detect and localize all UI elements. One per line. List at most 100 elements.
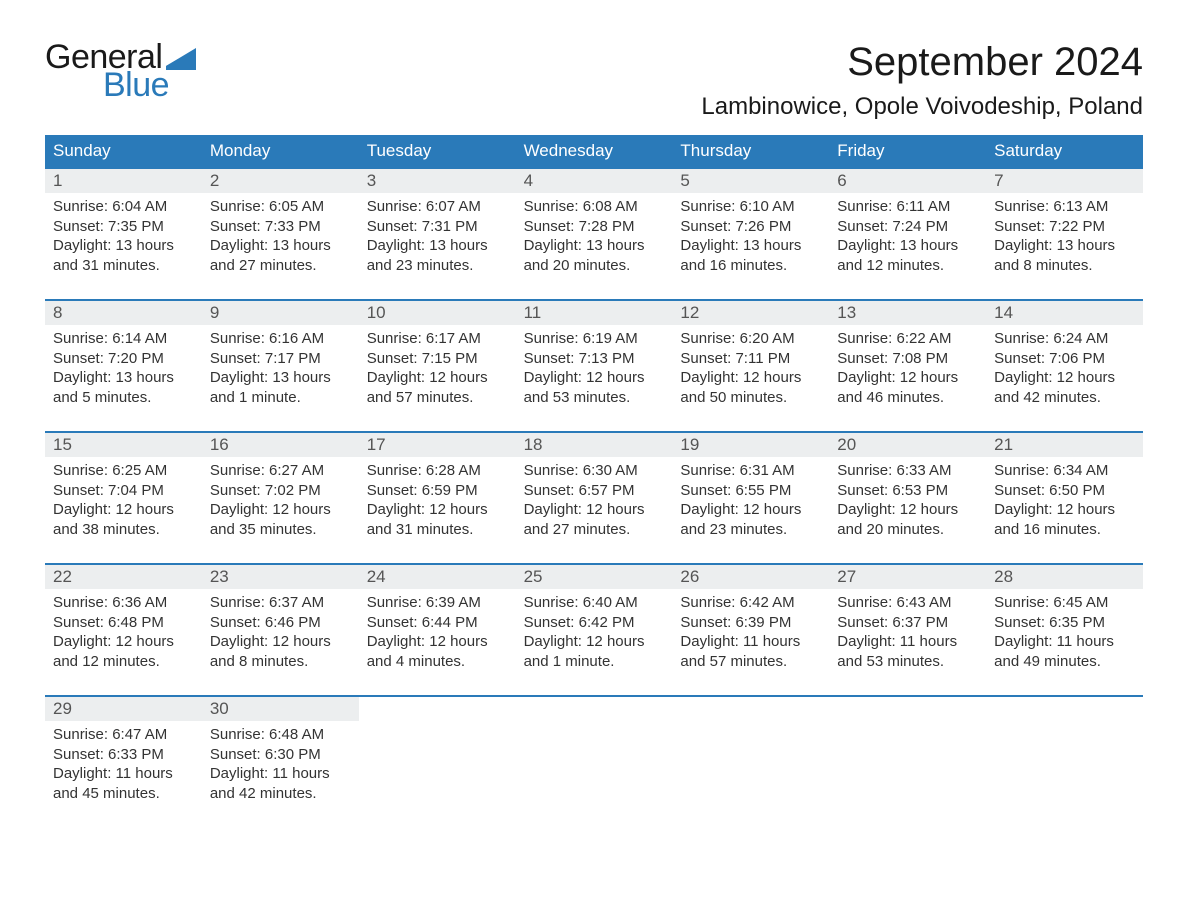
day-cell	[829, 721, 986, 809]
day-dl1: Daylight: 13 hours	[837, 236, 978, 256]
day-sunset: Sunset: 6:55 PM	[680, 481, 821, 501]
calendar: Sunday Monday Tuesday Wednesday Thursday…	[45, 135, 1143, 809]
day-dl1: Daylight: 11 hours	[210, 764, 351, 784]
calendar-week: 15161718192021Sunrise: 6:25 AMSunset: 7:…	[45, 431, 1143, 545]
day-cell: Sunrise: 6:39 AMSunset: 6:44 PMDaylight:…	[359, 589, 516, 677]
day-dl2: and 42 minutes.	[994, 388, 1135, 408]
day-sunset: Sunset: 7:06 PM	[994, 349, 1135, 369]
day-sunrise: Sunrise: 6:43 AM	[837, 593, 978, 613]
page-header: General Blue September 2024 Lambinowice,…	[45, 40, 1143, 121]
day-dl2: and 23 minutes.	[367, 256, 508, 276]
day-dl2: and 23 minutes.	[680, 520, 821, 540]
day-cell: Sunrise: 6:13 AMSunset: 7:22 PMDaylight:…	[986, 193, 1143, 281]
content-row: Sunrise: 6:36 AMSunset: 6:48 PMDaylight:…	[45, 589, 1143, 677]
day-dl2: and 20 minutes.	[837, 520, 978, 540]
day-cell: Sunrise: 6:42 AMSunset: 6:39 PMDaylight:…	[672, 589, 829, 677]
day-dl1: Daylight: 12 hours	[524, 632, 665, 652]
day-sunrise: Sunrise: 6:19 AM	[524, 329, 665, 349]
day-sunrise: Sunrise: 6:22 AM	[837, 329, 978, 349]
day-number: 21	[986, 433, 1143, 457]
day-sunrise: Sunrise: 6:42 AM	[680, 593, 821, 613]
day-cell: Sunrise: 6:05 AMSunset: 7:33 PMDaylight:…	[202, 193, 359, 281]
day-number: 18	[516, 433, 673, 457]
day-dl1: Daylight: 12 hours	[994, 500, 1135, 520]
day-dl2: and 4 minutes.	[367, 652, 508, 672]
day-sunset: Sunset: 7:13 PM	[524, 349, 665, 369]
content-row: Sunrise: 6:04 AMSunset: 7:35 PMDaylight:…	[45, 193, 1143, 281]
day-number: 27	[829, 565, 986, 589]
day-dl1: Daylight: 12 hours	[680, 500, 821, 520]
day-dl1: Daylight: 12 hours	[837, 500, 978, 520]
day-cell: Sunrise: 6:10 AMSunset: 7:26 PMDaylight:…	[672, 193, 829, 281]
day-sunset: Sunset: 7:24 PM	[837, 217, 978, 237]
day-cell: Sunrise: 6:22 AMSunset: 7:08 PMDaylight:…	[829, 325, 986, 413]
month-title: September 2024	[701, 40, 1143, 85]
day-dl1: Daylight: 12 hours	[210, 632, 351, 652]
calendar-week: 22232425262728Sunrise: 6:36 AMSunset: 6:…	[45, 563, 1143, 677]
day-cell: Sunrise: 6:20 AMSunset: 7:11 PMDaylight:…	[672, 325, 829, 413]
day-sunrise: Sunrise: 6:20 AM	[680, 329, 821, 349]
calendar-week: 2930Sunrise: 6:47 AMSunset: 6:33 PMDayli…	[45, 695, 1143, 809]
day-sunset: Sunset: 6:59 PM	[367, 481, 508, 501]
day-number: 26	[672, 565, 829, 589]
day-cell: Sunrise: 6:08 AMSunset: 7:28 PMDaylight:…	[516, 193, 673, 281]
day-dl2: and 27 minutes.	[210, 256, 351, 276]
day-dl2: and 16 minutes.	[680, 256, 821, 276]
day-dl1: Daylight: 13 hours	[210, 236, 351, 256]
day-cell	[986, 721, 1143, 809]
col-friday: Friday	[829, 135, 986, 167]
content-row: Sunrise: 6:47 AMSunset: 6:33 PMDaylight:…	[45, 721, 1143, 809]
day-number	[359, 697, 516, 721]
day-sunset: Sunset: 6:39 PM	[680, 613, 821, 633]
col-tuesday: Tuesday	[359, 135, 516, 167]
day-sunset: Sunset: 7:31 PM	[367, 217, 508, 237]
day-number: 24	[359, 565, 516, 589]
day-sunrise: Sunrise: 6:27 AM	[210, 461, 351, 481]
day-dl1: Daylight: 13 hours	[680, 236, 821, 256]
day-dl1: Daylight: 12 hours	[837, 368, 978, 388]
day-number: 13	[829, 301, 986, 325]
logo: General Blue	[45, 40, 196, 102]
day-cell: Sunrise: 6:36 AMSunset: 6:48 PMDaylight:…	[45, 589, 202, 677]
day-cell: Sunrise: 6:11 AMSunset: 7:24 PMDaylight:…	[829, 193, 986, 281]
day-sunset: Sunset: 6:50 PM	[994, 481, 1135, 501]
content-row: Sunrise: 6:25 AMSunset: 7:04 PMDaylight:…	[45, 457, 1143, 545]
day-dl2: and 35 minutes.	[210, 520, 351, 540]
day-cell: Sunrise: 6:34 AMSunset: 6:50 PMDaylight:…	[986, 457, 1143, 545]
col-monday: Monday	[202, 135, 359, 167]
day-number: 3	[359, 169, 516, 193]
day-sunrise: Sunrise: 6:28 AM	[367, 461, 508, 481]
day-sunrise: Sunrise: 6:04 AM	[53, 197, 194, 217]
day-dl1: Daylight: 11 hours	[994, 632, 1135, 652]
day-sunset: Sunset: 6:37 PM	[837, 613, 978, 633]
day-dl1: Daylight: 12 hours	[367, 500, 508, 520]
day-sunrise: Sunrise: 6:45 AM	[994, 593, 1135, 613]
day-number: 7	[986, 169, 1143, 193]
day-dl2: and 12 minutes.	[837, 256, 978, 276]
day-cell: Sunrise: 6:16 AMSunset: 7:17 PMDaylight:…	[202, 325, 359, 413]
day-cell	[516, 721, 673, 809]
logo-flag-icon	[166, 48, 196, 70]
logo-word-2: Blue	[103, 68, 196, 102]
day-dl2: and 12 minutes.	[53, 652, 194, 672]
day-sunset: Sunset: 6:44 PM	[367, 613, 508, 633]
day-cell: Sunrise: 6:30 AMSunset: 6:57 PMDaylight:…	[516, 457, 673, 545]
day-dl1: Daylight: 11 hours	[53, 764, 194, 784]
day-dl2: and 31 minutes.	[367, 520, 508, 540]
day-number: 5	[672, 169, 829, 193]
day-dl1: Daylight: 13 hours	[994, 236, 1135, 256]
day-sunrise: Sunrise: 6:37 AM	[210, 593, 351, 613]
day-dl1: Daylight: 13 hours	[524, 236, 665, 256]
location-subtitle: Lambinowice, Opole Voivodeship, Poland	[701, 93, 1143, 121]
content-row: Sunrise: 6:14 AMSunset: 7:20 PMDaylight:…	[45, 325, 1143, 413]
weeks-container: 1234567Sunrise: 6:04 AMSunset: 7:35 PMDa…	[45, 167, 1143, 809]
day-sunset: Sunset: 7:17 PM	[210, 349, 351, 369]
day-sunrise: Sunrise: 6:40 AM	[524, 593, 665, 613]
day-cell: Sunrise: 6:31 AMSunset: 6:55 PMDaylight:…	[672, 457, 829, 545]
day-sunset: Sunset: 6:48 PM	[53, 613, 194, 633]
calendar-week: 891011121314Sunrise: 6:14 AMSunset: 7:20…	[45, 299, 1143, 413]
day-sunset: Sunset: 6:35 PM	[994, 613, 1135, 633]
day-dl1: Daylight: 12 hours	[53, 632, 194, 652]
day-sunset: Sunset: 6:42 PM	[524, 613, 665, 633]
day-sunrise: Sunrise: 6:47 AM	[53, 725, 194, 745]
